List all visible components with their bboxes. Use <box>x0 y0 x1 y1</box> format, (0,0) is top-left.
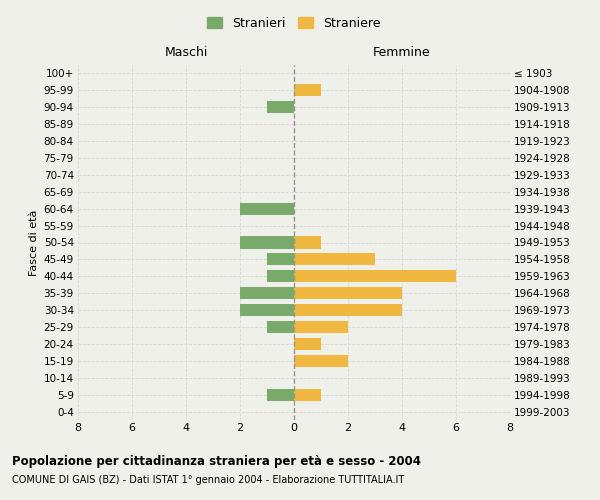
Bar <box>267 254 294 266</box>
Bar <box>240 304 294 316</box>
Bar <box>294 236 321 248</box>
Bar <box>240 202 294 215</box>
Text: Femmine: Femmine <box>373 46 431 60</box>
Bar <box>294 338 321 350</box>
Legend: Stranieri, Straniere: Stranieri, Straniere <box>202 12 386 35</box>
Bar <box>267 321 294 333</box>
Bar <box>294 270 456 282</box>
Text: Maschi: Maschi <box>164 46 208 60</box>
Bar <box>267 101 294 114</box>
Bar <box>294 321 348 333</box>
Y-axis label: Fasce di età: Fasce di età <box>29 210 40 276</box>
Text: Popolazione per cittadinanza straniera per età e sesso - 2004: Popolazione per cittadinanza straniera p… <box>12 455 421 468</box>
Bar <box>294 354 348 367</box>
Bar <box>294 287 402 300</box>
Text: COMUNE DI GAIS (BZ) - Dati ISTAT 1° gennaio 2004 - Elaborazione TUTTITALIA.IT: COMUNE DI GAIS (BZ) - Dati ISTAT 1° genn… <box>12 475 404 485</box>
Bar <box>267 270 294 282</box>
Bar <box>294 84 321 96</box>
Bar <box>240 236 294 248</box>
Bar <box>240 287 294 300</box>
Bar <box>267 388 294 400</box>
Bar <box>294 388 321 400</box>
Bar <box>294 254 375 266</box>
Bar <box>294 304 402 316</box>
